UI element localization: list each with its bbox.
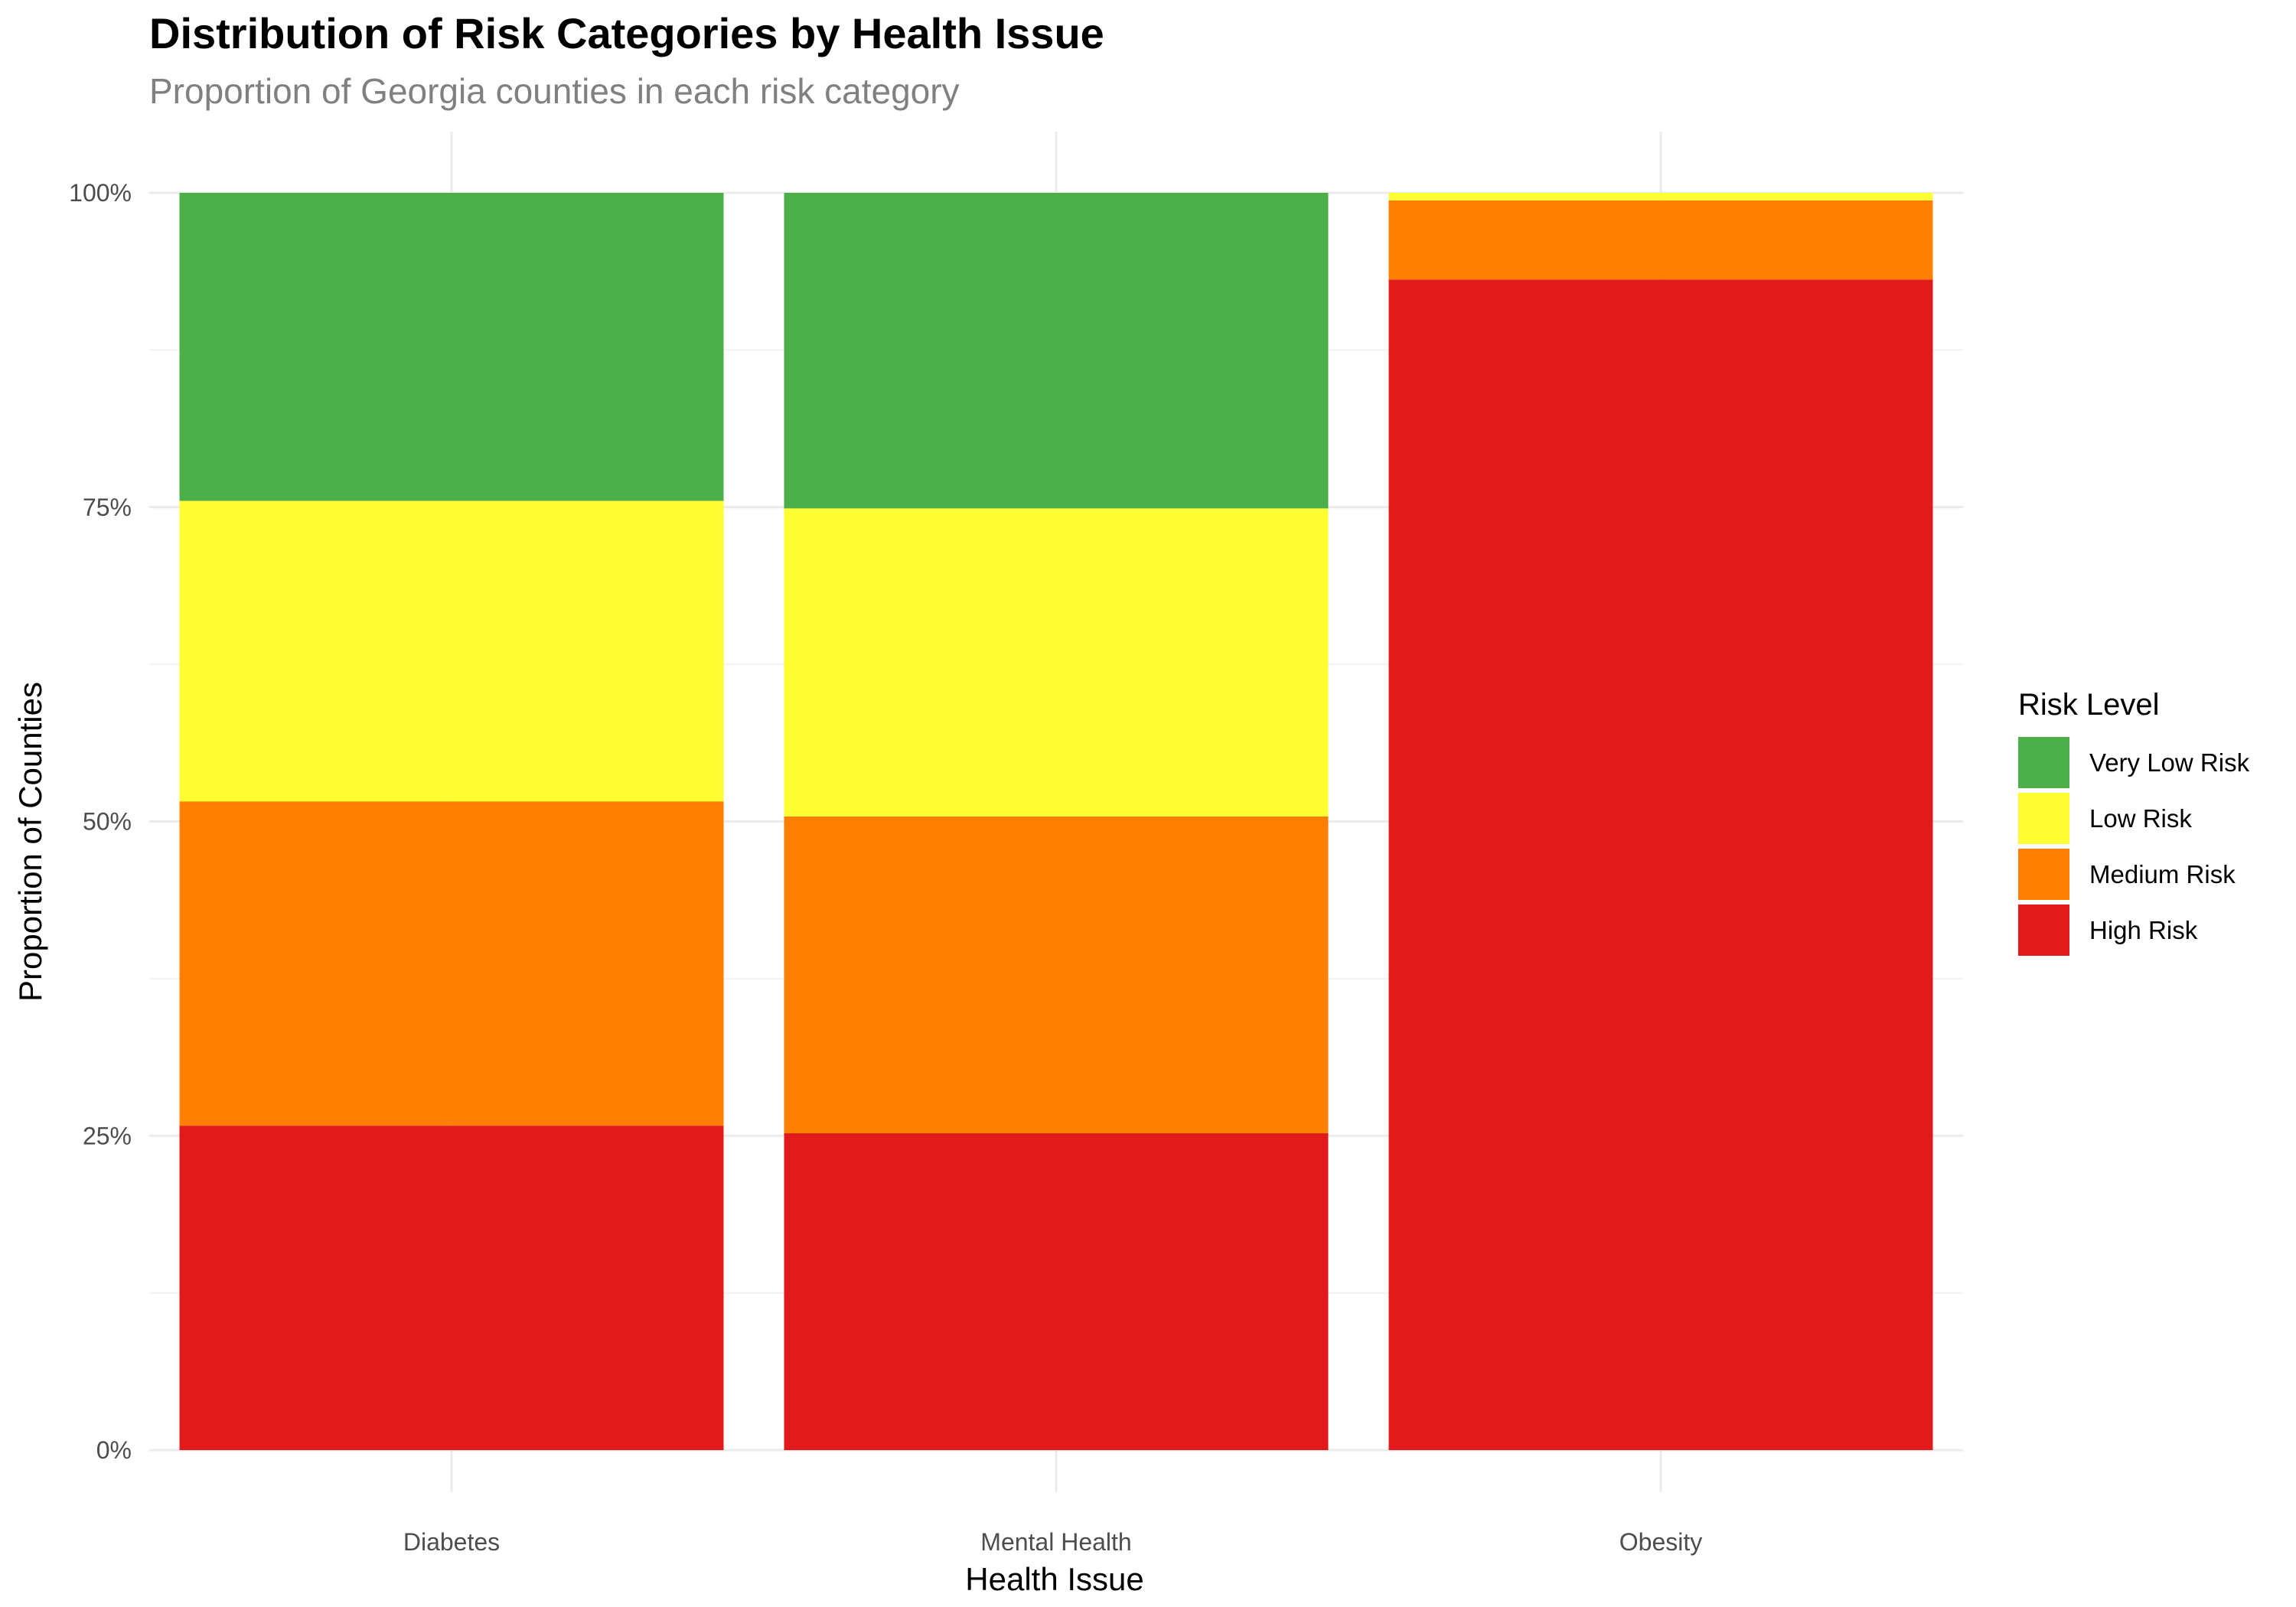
x-tick-label: Obesity — [1619, 1528, 1702, 1556]
bar-mental-health-high-risk — [784, 1133, 1329, 1450]
legend-label: Low Risk — [2089, 804, 2192, 833]
bar-diabetes-high-risk — [179, 1126, 724, 1450]
legend-label: High Risk — [2089, 916, 2198, 944]
y-tick-label: 100% — [69, 179, 132, 207]
y-tick-label: 0% — [96, 1436, 132, 1464]
chart-subtitle: Proportion of Georgia counties in each r… — [149, 71, 960, 111]
bar-mental-health-low-risk — [784, 508, 1329, 817]
bar-diabetes-low-risk — [179, 500, 724, 802]
x-axis: Diabetes Mental Health Obesity — [403, 1528, 1702, 1556]
y-axis-title: Proportion of Counties — [12, 682, 48, 1002]
legend-swatch — [2018, 849, 2069, 900]
x-tick-label: Diabetes — [403, 1528, 500, 1556]
x-axis-title: Health Issue — [965, 1561, 1143, 1597]
y-tick-label: 50% — [83, 808, 132, 836]
bar-diabetes-medium-risk — [179, 801, 724, 1126]
bar-mental-health-very-low-risk — [784, 193, 1329, 509]
bar-obesity-high-risk — [1388, 279, 1933, 1451]
chart-title: Distribution of Risk Categories by Healt… — [149, 9, 1104, 57]
y-tick-label: 25% — [83, 1122, 132, 1149]
legend: Risk Level Very Low Risk Low Risk Medium R… — [2018, 688, 2250, 956]
x-tick-label: Mental Health — [980, 1528, 1131, 1556]
bar-mental-health-medium-risk — [784, 816, 1329, 1133]
y-axis: 0% 25% 50% 75% 100% — [69, 179, 132, 1464]
bar-obesity-medium-risk — [1388, 200, 1933, 280]
legend-swatch — [2018, 737, 2069, 788]
legend-swatch — [2018, 793, 2069, 844]
bar-obesity-low-risk — [1388, 193, 1933, 200]
y-tick-label: 75% — [83, 494, 132, 521]
legend-label: Medium Risk — [2089, 860, 2236, 888]
legend-title: Risk Level — [2018, 688, 2160, 722]
legend-swatch — [2018, 905, 2069, 956]
bar-diabetes-very-low-risk — [179, 193, 724, 501]
bars — [179, 193, 1933, 1451]
legend-label: Very Low Risk — [2089, 748, 2250, 777]
